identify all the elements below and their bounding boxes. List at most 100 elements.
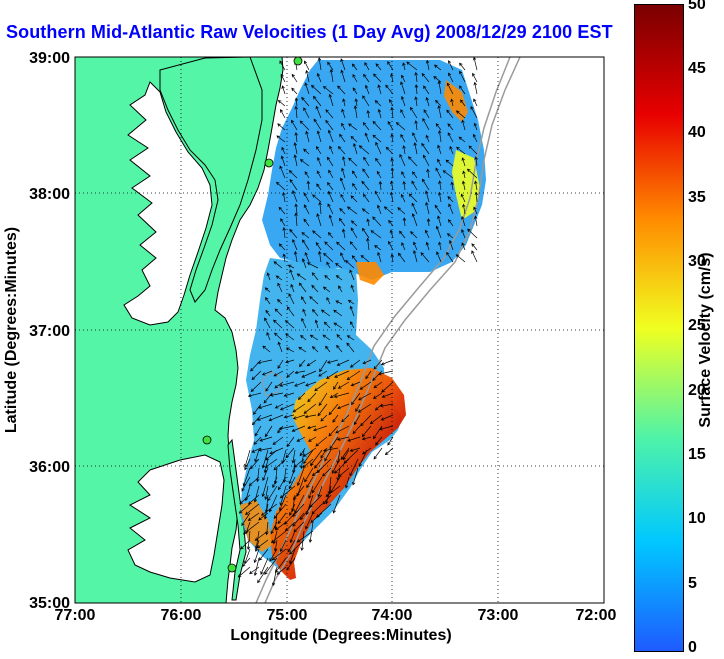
velocity-arrow xyxy=(300,334,307,341)
velocity-arrow xyxy=(400,193,406,203)
station-marker[interactable] xyxy=(202,435,212,445)
velocity-arrow xyxy=(422,154,430,167)
velocity-arrow xyxy=(359,381,372,390)
velocity-arrow xyxy=(248,476,260,487)
velocity-arrow xyxy=(472,133,478,143)
velocity-arrow xyxy=(294,370,306,375)
x-tick-label: 74:00 xyxy=(372,607,413,624)
velocity-arrow xyxy=(346,370,361,381)
velocity-arrow xyxy=(362,168,370,179)
velocity-arrow xyxy=(352,73,358,83)
velocity-arrow xyxy=(350,321,355,329)
velocity-arrow xyxy=(390,167,395,179)
colorbar-tick: 0 xyxy=(688,639,697,656)
velocity-arrow xyxy=(240,539,251,550)
velocity-arrow xyxy=(422,117,430,131)
velocity-arrow xyxy=(273,458,287,471)
velocity-arrow xyxy=(302,239,310,251)
velocity-arrow xyxy=(261,449,269,469)
y-tick-label: 38:00 xyxy=(29,186,70,203)
velocity-arrow xyxy=(364,132,370,143)
velocity-arrow xyxy=(253,436,262,445)
velocity-arrow xyxy=(272,436,284,445)
velocity-arrow xyxy=(255,467,260,483)
velocity-arrow xyxy=(328,93,334,107)
velocity-arrow xyxy=(335,300,343,305)
velocity-arrow xyxy=(303,148,310,155)
velocity-arrow xyxy=(254,539,260,553)
velocity-arrow xyxy=(293,521,305,533)
velocity-arrow xyxy=(399,230,406,239)
velocity-arrow xyxy=(265,381,273,392)
velocity-arrow xyxy=(437,144,442,155)
colorbar-tick: 45 xyxy=(688,60,706,77)
velocity-arrow xyxy=(266,331,271,341)
velocity-arrow xyxy=(401,171,406,179)
velocity-arrow xyxy=(455,110,466,119)
velocity-arrow xyxy=(455,254,466,263)
velocity-arrow xyxy=(447,132,454,143)
velocity-arrow xyxy=(361,425,372,438)
velocity-arrow xyxy=(289,503,296,516)
velocity-arrow xyxy=(311,467,323,477)
velocity-arrow xyxy=(270,530,287,544)
velocity-arrow xyxy=(327,203,334,215)
velocity-arrow xyxy=(304,251,310,263)
velocity-arrow xyxy=(310,449,323,466)
velocity-arrow xyxy=(316,72,322,83)
velocity-arrow xyxy=(437,80,442,95)
velocity-arrow xyxy=(311,308,319,317)
velocity-arrow xyxy=(322,85,334,95)
velocity-arrow xyxy=(358,392,372,401)
velocity-arrow xyxy=(400,133,406,143)
velocity-arrow xyxy=(349,241,358,251)
velocity-arrow xyxy=(336,344,343,353)
velocity-arrow xyxy=(462,203,466,215)
velocity-arrow xyxy=(447,196,454,203)
velocity-arrow xyxy=(285,359,295,364)
velocity-arrow xyxy=(313,425,328,432)
velocity-arrow xyxy=(315,242,322,251)
station-marker[interactable] xyxy=(293,57,303,66)
velocity-arrow xyxy=(380,359,394,366)
velocity-arrow xyxy=(326,370,339,379)
grid-lines xyxy=(75,57,604,603)
velocity-arrow xyxy=(264,317,271,329)
velocity-arrow xyxy=(327,61,334,71)
velocity-arrow xyxy=(340,252,346,263)
station-marker[interactable] xyxy=(227,563,237,573)
velocity-arrow xyxy=(263,392,273,404)
velocity-arrow xyxy=(470,106,478,119)
velocity-arrow xyxy=(272,530,278,545)
velocity-arrow xyxy=(473,98,478,107)
velocity-arrow xyxy=(352,467,359,486)
velocity-arrow xyxy=(349,458,359,477)
velocity-arrow xyxy=(256,414,273,421)
velocity-arrow xyxy=(293,250,298,263)
velocity-arrow xyxy=(253,403,262,415)
velocity-arrow xyxy=(293,458,305,468)
velocity-arrow xyxy=(375,63,382,71)
velocity-arrow xyxy=(337,85,346,95)
velocity-arrow xyxy=(458,136,466,143)
velocity-arrow xyxy=(303,204,310,215)
velocity-arrow xyxy=(349,269,355,281)
velocity-arrow xyxy=(461,157,466,167)
station-marker[interactable] xyxy=(264,158,274,168)
velocity-arrow xyxy=(287,539,296,553)
velocity-arrow xyxy=(291,449,296,464)
velocity-arrow xyxy=(433,76,442,83)
velocity-arrow xyxy=(375,436,383,446)
velocity-arrow xyxy=(351,392,361,406)
velocity-arrow xyxy=(328,214,334,227)
velocity-arrow xyxy=(374,403,383,411)
velocity-arrow xyxy=(461,242,466,251)
velocity-arrow xyxy=(474,215,478,227)
velocity-arrow xyxy=(339,208,346,215)
velocity-arrow xyxy=(277,298,283,305)
velocity-arrow xyxy=(299,159,310,167)
velocity-arrow xyxy=(350,227,358,239)
velocity-arrow xyxy=(449,145,454,155)
velocity-arrow xyxy=(258,548,269,561)
